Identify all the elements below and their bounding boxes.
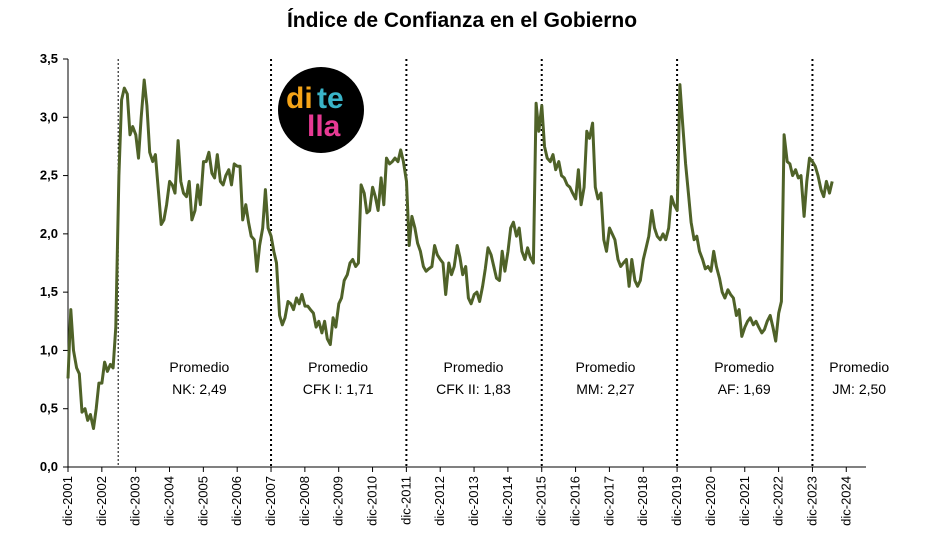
x-tick-label: dic-2005 (195, 476, 210, 526)
x-tick-label: dic-2013 (466, 476, 481, 526)
x-tick-label: dic-2009 (331, 476, 346, 526)
y-tick-label: 1,0 (40, 342, 58, 357)
annotation-title: Promedio (308, 359, 368, 375)
ditella-logo: di te lla (278, 67, 364, 153)
x-tick-label: dic-2020 (703, 476, 718, 526)
x-tick-label: dic-2006 (229, 476, 244, 526)
x-tick-label: dic-2012 (432, 476, 447, 526)
x-tick-label: dic-2001 (60, 476, 75, 526)
y-tick-label: 0,5 (40, 401, 58, 416)
x-tick-label: dic-2017 (601, 476, 616, 526)
y-tick-label: 0,0 (40, 459, 58, 474)
logo-syllable-lla: lla (307, 110, 341, 143)
annotation-value: AF: 1,69 (718, 381, 771, 397)
y-tick-label: 1,5 (40, 284, 58, 299)
series-group (66, 78, 834, 430)
y-tick-label: 3,5 (40, 51, 58, 66)
x-tick-label: dic-2023 (804, 476, 819, 526)
logo-syllable-te: te (317, 82, 344, 115)
x-tick-label: dic-2010 (365, 476, 380, 526)
y-tick-label: 3,0 (40, 109, 58, 124)
x-tick-label: dic-2022 (771, 476, 786, 526)
x-tick-label: dic-2002 (94, 476, 109, 526)
x-axis: dic-2001 dic-2002 dic-2003 dic-2004 dic-2005… (60, 466, 866, 526)
y-tick-label: 2,0 (40, 226, 58, 241)
series-line (66, 78, 834, 430)
x-tick-label: dic-2007 (263, 476, 278, 526)
x-tick-label: dic-2019 (669, 476, 684, 526)
x-tick-label: dic-2004 (162, 476, 177, 526)
annotation-value: CFK II: 1,83 (436, 381, 511, 397)
annotation-title: Promedio (575, 359, 635, 375)
x-tick-label: dic-2016 (568, 476, 583, 526)
x-tick-label: dic-2024 (838, 476, 853, 526)
annotation-title: Promedio (829, 359, 889, 375)
annotation-value: NK: 2,49 (172, 381, 227, 397)
annotation-title: Promedio (169, 359, 229, 375)
x-tick-label: dic-2014 (500, 476, 515, 526)
x-tick-label: dic-2008 (297, 476, 312, 526)
y-axis: 0,0 0,5 1,0 1,5 2,0 2,5 3,0 3,5 (40, 51, 69, 474)
annotation-value: CFK I: 1,71 (303, 381, 374, 397)
annotation-title: Promedio (714, 359, 774, 375)
x-tick-label: dic-2003 (128, 476, 143, 526)
chart-title: Índice de Confianza en el Gobierno (287, 9, 637, 32)
annotation-value: MM: 2,27 (576, 381, 635, 397)
annotation-title: Promedio (444, 359, 504, 375)
annotation-value: JM: 2,50 (832, 381, 886, 397)
x-tick-label: dic-2011 (398, 476, 413, 525)
logo-syllable-di: di (286, 82, 313, 115)
x-tick-label: dic-2021 (737, 476, 752, 526)
logo-circle (278, 67, 364, 153)
period-dividers (117, 59, 814, 467)
x-tick-label: dic-2015 (534, 476, 549, 526)
x-tick-label: dic-2018 (635, 476, 650, 526)
y-tick-label: 2,5 (40, 168, 58, 183)
average-annotations: Promedio NK: 2,49 Promedio CFK I: 1,71 Prome… (169, 359, 889, 397)
